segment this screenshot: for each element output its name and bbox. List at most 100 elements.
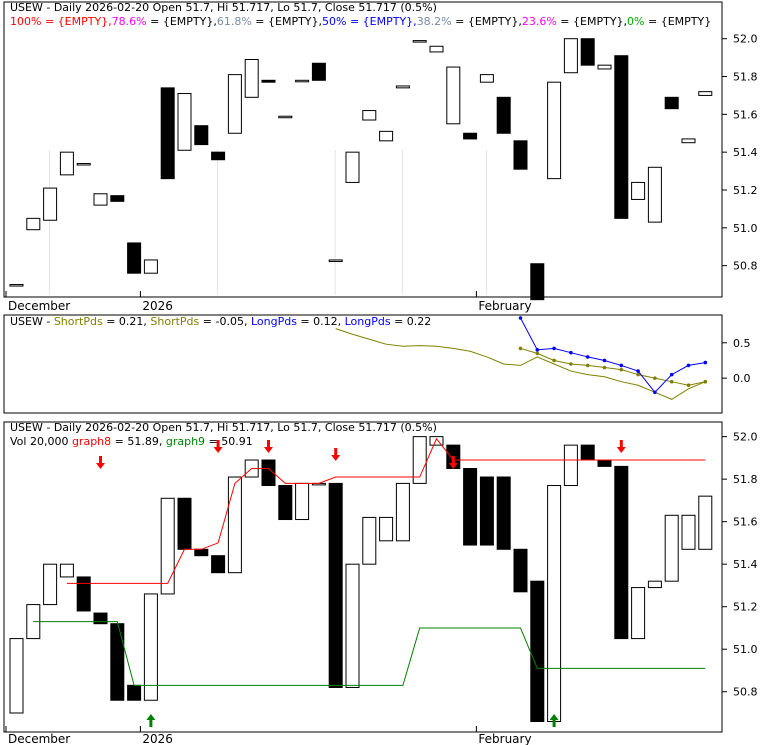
fib-legend-item-0: 100% = {EMPTY}, [10, 15, 112, 28]
candle [345, 151, 360, 183]
sell-arrow-icon [331, 448, 341, 461]
x-tick-label: 2026 [142, 299, 173, 313]
fib-legend-item-10: 0% [627, 15, 644, 28]
candle [227, 74, 242, 134]
candle [59, 151, 74, 176]
bottom-panel-title: USEW - Daily 2026-02-20 Open 51.7, Hi 51… [10, 421, 437, 434]
series-line-shortpds [520, 347, 706, 386]
candle [563, 444, 578, 487]
series-point [602, 358, 607, 363]
candle [26, 217, 41, 231]
candle [681, 138, 696, 144]
candle [43, 563, 58, 606]
candle [160, 87, 175, 180]
x-tick-label: February [478, 299, 531, 313]
middle-legend-item-3: ShortPds [150, 315, 199, 328]
y-tick-label: 0.0 [733, 372, 751, 385]
y-tick-label: 51.8 [733, 71, 758, 84]
candle [362, 516, 377, 565]
middle-panel-frame [3, 314, 723, 414]
top-panel-y-axis: 52.0 51.8 51.6 51.4 51.2 51.0 50.8 [722, 33, 758, 273]
series-point [686, 383, 691, 388]
middle-legend-item-8: = 0.22 [391, 315, 432, 328]
candle [278, 485, 293, 521]
bottom-panel-frame [3, 421, 723, 733]
middle-legend-item-5: LongPds [251, 315, 297, 328]
y-tick-label: 51.8 [733, 473, 758, 486]
candle [127, 684, 142, 701]
series-point [653, 376, 657, 380]
top-panel-title: USEW - Daily 2026-02-20 Open 51.7, Hi 51… [10, 1, 437, 14]
series-point [636, 369, 640, 373]
candle [177, 93, 192, 151]
bottom-panel-lines [33, 437, 706, 686]
candle [547, 81, 562, 180]
candle [395, 85, 410, 89]
y-tick-label: 50.8 [733, 686, 758, 699]
candle [345, 563, 360, 688]
candle [547, 485, 562, 722]
y-tick-label: 51.4 [733, 146, 758, 159]
line-graph8 [66, 437, 706, 584]
fib-legend-item-9: = {EMPTY}, [557, 15, 627, 28]
candle [698, 495, 713, 550]
series-point [518, 316, 523, 320]
series-point [686, 363, 691, 368]
candle [563, 38, 578, 74]
candle [463, 468, 478, 546]
candle [110, 195, 125, 202]
x-tick-label: February [478, 732, 531, 745]
series-point [552, 346, 556, 351]
fib-legend-item-7: = {EMPTY}, [452, 15, 522, 28]
bottom-legend-item-1: graph8 [72, 435, 111, 448]
candle [513, 548, 528, 593]
candle [9, 284, 24, 287]
candle [597, 64, 612, 70]
bottom-panel-x-axis: December 2026 February [5, 726, 532, 745]
line-graph9 [33, 621, 706, 686]
series-point [569, 350, 573, 355]
candle [211, 555, 226, 574]
series-point [619, 367, 624, 372]
middle-legend-item-6: = 0.12, [297, 315, 345, 328]
y-tick-label: 50.8 [733, 260, 758, 273]
bottom-panel-y-axis: 52.0 51.8 51.6 51.4 51.2 51.0 50.8 [722, 431, 758, 699]
y-tick-label: 51.0 [733, 222, 758, 235]
candle [530, 580, 545, 722]
candle [76, 576, 91, 612]
series-point [518, 346, 523, 351]
fib-legend-item-2: = {EMPTY}, [147, 15, 217, 28]
x-tick-label: December [8, 299, 70, 313]
candle [76, 163, 91, 166]
candle [664, 514, 679, 582]
candle [395, 482, 410, 542]
candle [479, 476, 494, 546]
middle-legend-item-4: = -0.05, [199, 315, 251, 328]
y-tick-label: 51.2 [733, 184, 758, 197]
series-point [619, 363, 624, 368]
y-tick-label: 51.0 [733, 643, 758, 656]
series-point [535, 348, 540, 352]
candle [530, 263, 545, 301]
buy-arrow-icon [146, 714, 156, 727]
fib-legend-item-3: 61.8% [217, 15, 252, 28]
candle [681, 514, 696, 550]
candle [211, 151, 226, 161]
series-line-shortpds [335, 328, 706, 400]
candle [479, 74, 494, 83]
middle-panel-legend: USEW - ShortPds = 0.21, ShortPds = -0.05… [10, 315, 431, 328]
candle [59, 563, 74, 578]
candle [580, 38, 595, 66]
middle-panel: USEW - ShortPds = 0.21, ShortPds = -0.05… [3, 314, 751, 414]
fib-legend-item-6: 38.2% [417, 15, 452, 28]
candle [328, 482, 343, 688]
sell-arrow-icon [448, 456, 458, 469]
series-line-longpds [520, 317, 706, 394]
bottom-panel-arrows [96, 440, 626, 727]
middle-legend-item-0: USEW - [10, 315, 54, 328]
candle [160, 497, 175, 595]
middle-panel-lines [335, 316, 708, 400]
candle [429, 436, 444, 446]
bottom-legend-item-2: = 51.89, [111, 435, 166, 448]
